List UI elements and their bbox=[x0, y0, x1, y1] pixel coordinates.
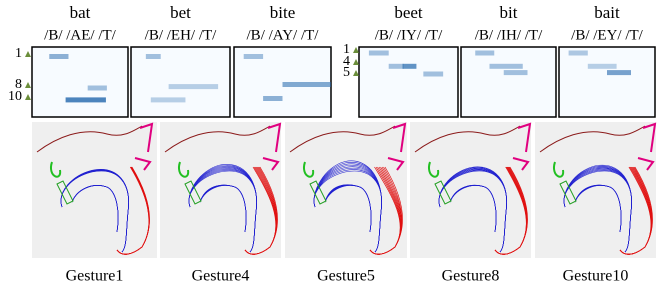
figure: bat/B/ /AE/ /T/bet/B/ /EH/ /T/bite/B/ /A… bbox=[0, 0, 665, 288]
heatmap-cell bbox=[66, 97, 106, 102]
gesture-label: Gesture1 bbox=[66, 268, 124, 285]
heatmap-cell bbox=[475, 51, 494, 56]
vocal-tract bbox=[285, 122, 407, 258]
heatmap-cell bbox=[49, 54, 68, 59]
phoneme-label: /B/ /AY/ /T/ bbox=[247, 27, 320, 43]
tick-marker bbox=[353, 59, 359, 65]
heatmap-cell bbox=[169, 84, 219, 89]
tick-marker bbox=[25, 94, 31, 100]
word-label: bat bbox=[70, 3, 91, 22]
heatmap bbox=[32, 47, 128, 117]
heatmap-cell bbox=[283, 82, 332, 87]
word-label: bait bbox=[594, 3, 620, 22]
heatmap-cell bbox=[244, 54, 263, 59]
tick-label: 5 bbox=[343, 65, 350, 80]
heatmap-cell bbox=[263, 96, 282, 101]
phoneme-label: /B/ /AE/ /T/ bbox=[44, 27, 117, 43]
vocal-tract bbox=[410, 122, 531, 258]
gesture-label: Gesture5 bbox=[317, 268, 375, 285]
panel-bg bbox=[535, 122, 656, 258]
heatmap bbox=[359, 47, 458, 117]
heatmap-cell bbox=[490, 64, 523, 69]
gesture-label: Gesture10 bbox=[563, 268, 629, 285]
heatmap-cell bbox=[588, 64, 617, 69]
word-label: bet bbox=[170, 3, 191, 22]
vocal-tract bbox=[535, 122, 656, 258]
word-label: bite bbox=[270, 3, 296, 22]
tick-marker bbox=[25, 51, 31, 57]
heatmap-cell bbox=[569, 51, 588, 56]
panel-bg bbox=[160, 122, 281, 258]
heatmap bbox=[461, 47, 556, 117]
heatmap-cell bbox=[88, 86, 107, 91]
phoneme-label: /B/ /IH/ /T/ bbox=[475, 27, 543, 43]
tick-marker bbox=[25, 82, 31, 88]
phoneme-label: /B/ /EY/ /T/ bbox=[571, 27, 644, 43]
heatmap-cell bbox=[607, 70, 631, 75]
vocal-tract bbox=[160, 122, 281, 258]
gesture-label: Gesture4 bbox=[192, 268, 250, 285]
word-label: bit bbox=[500, 3, 518, 22]
heatmap bbox=[559, 47, 655, 117]
tick-label: 1 bbox=[15, 46, 22, 61]
panel-bg bbox=[410, 122, 531, 258]
heatmap-cell bbox=[389, 64, 404, 69]
heatmap-cell bbox=[369, 51, 389, 56]
heatmap-cell bbox=[423, 72, 443, 77]
heatmap-cell bbox=[403, 64, 417, 69]
heatmap-cell bbox=[146, 54, 161, 59]
heatmap-cell bbox=[151, 97, 186, 102]
phoneme-label: /B/ /EH/ /T/ bbox=[145, 27, 218, 43]
tick-marker bbox=[353, 47, 359, 53]
heatmap-cell bbox=[504, 70, 528, 75]
gesture-label: Gesture8 bbox=[442, 268, 500, 285]
phoneme-label: /B/ /IY/ /T/ bbox=[375, 27, 443, 43]
vocal-tract bbox=[32, 122, 157, 258]
tick-label: 10 bbox=[8, 89, 22, 104]
tick-marker bbox=[353, 70, 359, 76]
word-label: beet bbox=[394, 3, 423, 22]
